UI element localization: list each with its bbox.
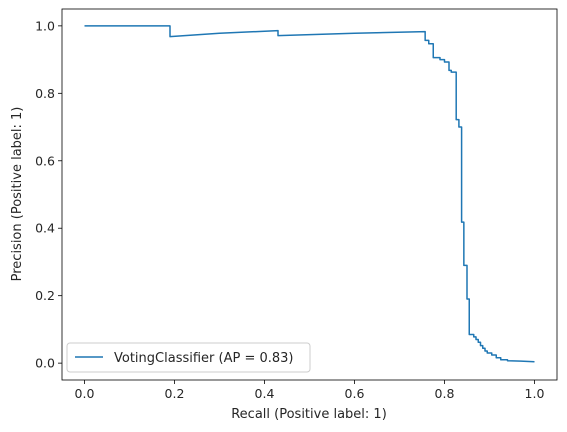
x-tick-label: 0.0 (75, 386, 95, 401)
x-tick-label: 0.2 (165, 386, 185, 401)
y-tick-label: 0.4 (35, 221, 55, 236)
x-tick-label: 0.6 (345, 386, 365, 401)
plot-area (61, 8, 558, 381)
x-tick-label: 1.0 (525, 386, 545, 401)
x-axis-label: Recall (Positive label: 1) (231, 407, 387, 422)
series-line-0 (84, 25, 535, 363)
axes-frame (61, 8, 558, 381)
legend: VotingClassifier (AP = 0.83) (66, 342, 311, 373)
y-axis-label: Precision (Positive label: 1) (10, 107, 25, 282)
y-tick-label: 0.0 (35, 356, 55, 371)
x-axis-ticks: 0.0 0.2 0.4 0.6 0.8 1.0 (75, 380, 545, 401)
y-tick-label: 0.2 (35, 288, 55, 303)
x-tick-label: 0.8 (435, 386, 455, 401)
x-tick-label: 0.4 (255, 386, 275, 401)
y-axis-ticks: 0.0 0.2 0.4 0.6 0.8 1.0 (35, 18, 62, 371)
y-tick-label: 0.8 (35, 86, 55, 101)
legend-frame (66, 342, 311, 373)
y-tick-label: 0.6 (35, 153, 55, 168)
legend-entry-label: VotingClassifier (AP = 0.83) (114, 351, 294, 366)
y-tick-label: 1.0 (35, 18, 55, 33)
